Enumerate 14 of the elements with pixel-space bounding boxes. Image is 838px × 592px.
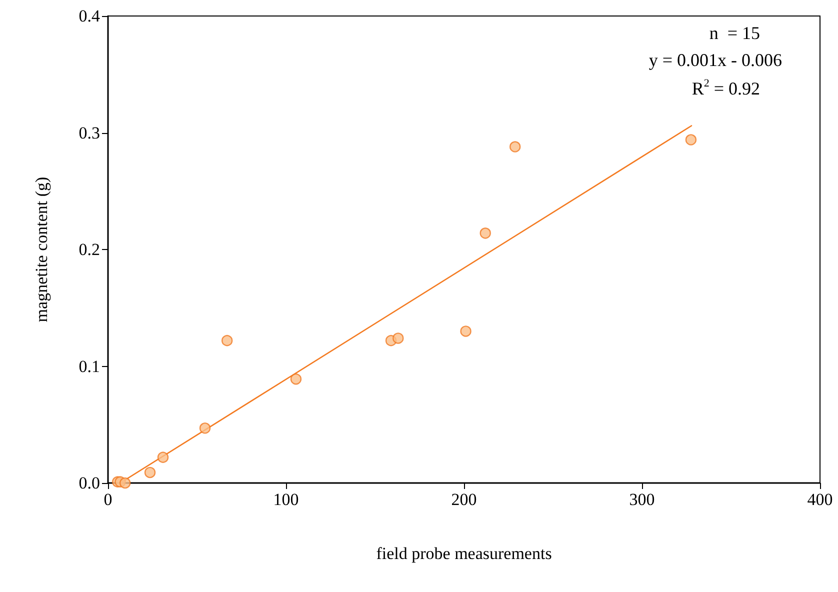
y-tick-label: 0.2 xyxy=(78,240,100,259)
x-tick-label: 400 xyxy=(807,490,833,509)
x-axis-title: field probe measurements xyxy=(376,544,552,563)
y-tick-label: 0.0 xyxy=(78,474,100,492)
x-tick-label: 100 xyxy=(273,490,299,509)
x-tick-label: 300 xyxy=(629,490,655,509)
x-tick-label: 0 xyxy=(104,490,112,509)
y-tick-label: 0.3 xyxy=(78,123,100,142)
y-axis-title: magnetite content (g) xyxy=(32,176,51,322)
x-tick-label: 200 xyxy=(451,490,477,509)
y-tick-label: 0.1 xyxy=(78,356,100,376)
y-tick-label: 0.4 xyxy=(78,6,100,26)
annotation: n = 15 xyxy=(709,23,760,43)
annotation: y = 0.001x - 0.006 xyxy=(648,50,782,70)
